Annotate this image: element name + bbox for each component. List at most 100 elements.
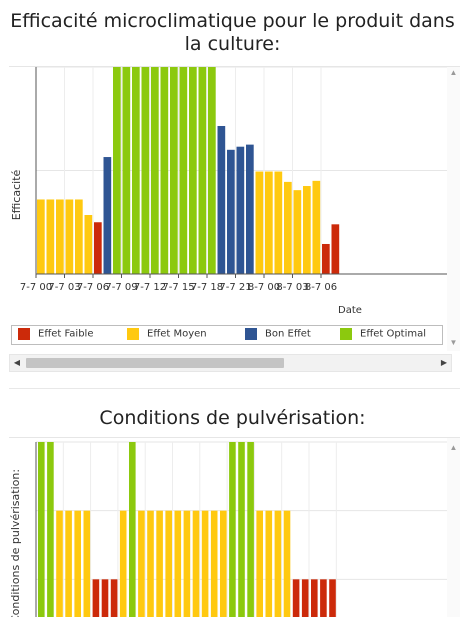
efficacy-bar[interactable] — [46, 199, 55, 274]
efficacy-x-axis-label: Date — [338, 305, 362, 316]
spray-bar[interactable] — [283, 510, 291, 617]
efficacy-bar[interactable] — [284, 181, 292, 274]
efficacy-horizontal-scrollbar[interactable]: ◀ ▶ — [9, 354, 452, 372]
spray-bar[interactable] — [47, 442, 54, 617]
efficacy-bar[interactable] — [312, 180, 321, 274]
efficacy-bar[interactable] — [151, 67, 159, 274]
efficacy-bar[interactable] — [141, 67, 150, 274]
spray-bar[interactable] — [320, 579, 327, 617]
spray-chart-title: Conditions de pulvérisation: — [99, 407, 366, 429]
efficacy-bar[interactable] — [331, 224, 340, 274]
efficacy-bar[interactable] — [274, 171, 283, 274]
spray-bar[interactable] — [192, 510, 200, 617]
spray-bar[interactable] — [274, 510, 282, 617]
legend-item-bon-effet[interactable]: Bon Effet — [245, 328, 311, 342]
legend-swatch-faible — [18, 328, 30, 340]
spray-bar[interactable] — [174, 510, 182, 617]
spray-bar[interactable] — [56, 510, 63, 617]
efficacy-bar[interactable] — [236, 146, 245, 274]
efficacy-bar[interactable] — [103, 157, 112, 274]
efficacy-bar[interactable] — [189, 67, 197, 274]
efficacy-bar[interactable] — [37, 199, 45, 274]
efficacy-bar[interactable] — [227, 149, 235, 274]
efficacy-bar[interactable] — [170, 67, 178, 274]
spray-bar[interactable] — [238, 442, 245, 617]
spray-bar[interactable] — [147, 510, 154, 617]
efficacy-bar[interactable] — [303, 186, 311, 274]
efficacy-bar[interactable] — [265, 171, 273, 274]
efficacy-bar[interactable] — [179, 67, 188, 274]
scroll-up-icon[interactable]: ▲ — [449, 443, 458, 452]
spray-bar[interactable] — [138, 510, 145, 617]
efficacy-bar[interactable] — [198, 67, 207, 274]
efficacy-bar[interactable] — [322, 243, 330, 274]
legend-label-moyen: Effet Moyen — [147, 328, 207, 340]
spray-vertical-scrollbar[interactable]: ▲ — [447, 438, 460, 617]
spray-bar[interactable] — [156, 510, 163, 617]
spray-bar[interactable] — [129, 442, 136, 617]
scroll-up-icon[interactable]: ▲ — [449, 68, 458, 77]
spray-bar[interactable] — [110, 579, 118, 617]
spray-bar[interactable] — [38, 442, 45, 617]
efficacy-bar[interactable] — [246, 144, 254, 274]
spray-bar[interactable] — [65, 510, 72, 617]
efficacy-bar[interactable] — [56, 199, 64, 274]
spray-bar[interactable] — [301, 579, 309, 617]
spray-bar[interactable] — [101, 579, 109, 617]
efficacy-bar[interactable] — [94, 222, 102, 274]
efficacy-bar[interactable] — [132, 67, 140, 274]
efficacy-tick-label: 7-7 06 — [77, 282, 109, 293]
section-divider — [9, 388, 460, 389]
legend-label-faible: Effet Faible — [38, 328, 94, 340]
legend-item-effet-faible[interactable]: Effet Faible — [18, 328, 93, 342]
legend-item-effet-moyen[interactable]: Effet Moyen — [127, 328, 207, 342]
scroll-right-icon[interactable]: ▶ — [440, 358, 448, 367]
scroll-down-icon[interactable]: ▼ — [449, 338, 458, 347]
legend-label-optimal: Effet Optimal — [360, 328, 427, 340]
efficacy-bar[interactable] — [208, 67, 216, 274]
spray-bars — [38, 442, 336, 617]
efficacy-vertical-scrollbar[interactable]: ▲ ▼ — [447, 67, 460, 351]
efficacy-y-axis-label: Efficacité — [10, 169, 23, 220]
spray-bar[interactable] — [311, 579, 318, 617]
spray-bar[interactable] — [210, 510, 218, 617]
efficacy-bar[interactable] — [293, 190, 302, 274]
efficacy-bar[interactable] — [75, 199, 83, 274]
legend-swatch-optimal — [340, 328, 352, 340]
efficacy-bar[interactable] — [160, 67, 169, 274]
spray-bar[interactable] — [292, 579, 300, 617]
efficacy-tick-label: 7-7 12 — [134, 282, 166, 293]
horizontal-scroll-thumb[interactable] — [26, 358, 284, 368]
spray-bar[interactable] — [229, 442, 236, 617]
spray-bar[interactable] — [119, 510, 127, 617]
spray-bar[interactable] — [201, 510, 209, 617]
legend-label-bon: Bon Effet — [265, 328, 311, 340]
spray-bar[interactable] — [329, 579, 336, 617]
spray-bar[interactable] — [183, 510, 191, 617]
efficacy-tick-label: 8-7 00 — [248, 282, 280, 293]
efficacy-tick-label: 7-7 18 — [191, 282, 223, 293]
efficacy-chart-title: Efficacité microclimatique pour le produ… — [10, 10, 455, 55]
efficacy-bars — [37, 67, 340, 274]
efficacy-x-ticks: 7-7 007-7 037-7 067-7 097-7 127-7 157-7 … — [20, 274, 337, 293]
legend-item-effet-optimal[interactable]: Effet Optimal — [340, 328, 426, 342]
spray-bar[interactable] — [220, 510, 227, 617]
efficacy-bar[interactable] — [255, 171, 264, 274]
efficacy-tick-label: 7-7 21 — [219, 282, 251, 293]
efficacy-bar[interactable] — [122, 67, 131, 274]
efficacy-bar[interactable] — [217, 125, 226, 274]
efficacy-bar[interactable] — [84, 215, 93, 274]
efficacy-tick-label: 7-7 00 — [20, 282, 52, 293]
spray-bar[interactable] — [247, 442, 254, 617]
spray-bar[interactable] — [92, 579, 100, 617]
spray-bar[interactable] — [256, 510, 263, 617]
efficacy-bar[interactable] — [113, 67, 121, 274]
spray-bar[interactable] — [165, 510, 172, 617]
spray-y-axis-label: Conditions de pulvérisation: — [9, 469, 22, 617]
scroll-left-icon[interactable]: ◀ — [13, 358, 21, 367]
efficacy-bar[interactable] — [65, 199, 74, 274]
legend-swatch-bon — [245, 328, 257, 340]
spray-bar[interactable] — [83, 510, 91, 617]
spray-bar[interactable] — [74, 510, 81, 617]
spray-bar[interactable] — [265, 510, 273, 617]
